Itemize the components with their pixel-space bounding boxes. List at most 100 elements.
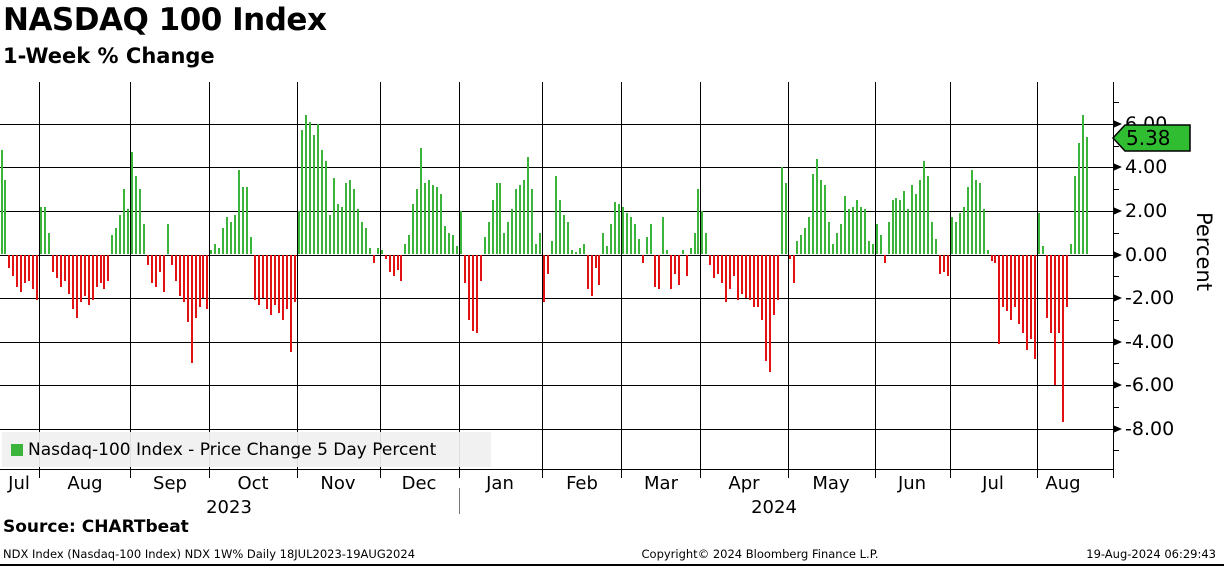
x-axis-month-label: May (812, 473, 850, 494)
y-axis-title: Percent (1192, 212, 1216, 292)
legend-swatch-icon (11, 443, 23, 456)
data-bar (939, 255, 941, 274)
x-axis-month-label: Jul (982, 473, 1004, 494)
gridline-vertical-month (875, 82, 876, 470)
data-bar (56, 255, 58, 278)
year-separator (459, 488, 460, 514)
data-bar (618, 204, 620, 254)
data-bar (476, 255, 478, 333)
data-bar (428, 180, 430, 254)
data-bar (28, 255, 30, 281)
gridline-horizontal (0, 298, 1113, 299)
data-bar (496, 183, 498, 254)
data-bar (987, 250, 989, 254)
data-bar (385, 255, 387, 259)
data-bar (591, 255, 593, 296)
y-axis-tick-arrow-icon (1113, 381, 1122, 389)
gridline-vertical-month (459, 82, 460, 470)
legend[interactable]: Nasdaq-100 Index - Price Change 5 Day Pe… (2, 432, 491, 467)
data-bar (531, 189, 533, 254)
data-bar (206, 255, 208, 309)
data-bar (123, 189, 125, 254)
data-bar (983, 209, 985, 254)
data-bar (828, 222, 830, 254)
y-axis-minor-tick (1113, 189, 1119, 190)
data-bar (92, 255, 94, 300)
data-bar (480, 255, 482, 281)
data-bar (424, 183, 426, 254)
x-axis-month-label: Mar (644, 473, 678, 494)
data-bar (662, 217, 664, 254)
data-bar (884, 255, 886, 263)
x-axis-tick (788, 470, 789, 478)
gridline-vertical-month (542, 82, 543, 470)
data-bar (345, 183, 347, 254)
data-bar (713, 255, 715, 278)
data-bar (1082, 115, 1084, 254)
x-axis-month-label: Jan (486, 473, 514, 494)
last-value-text: 5.38 (1126, 126, 1171, 150)
data-bar (420, 148, 422, 254)
data-bar (294, 255, 296, 302)
data-bar (705, 233, 707, 254)
data-bar (1050, 255, 1052, 333)
data-bar (460, 211, 462, 254)
data-bar (979, 183, 981, 254)
gridline-horizontal (0, 255, 1113, 256)
data-bar (1018, 255, 1020, 324)
data-bar (36, 255, 38, 300)
x-axis-tick (380, 470, 381, 478)
data-bar (270, 255, 272, 315)
y-axis-tick-label: 2.00 (1125, 200, 1168, 222)
data-bar (246, 187, 248, 254)
data-bar (115, 228, 117, 254)
data-bar (503, 233, 505, 254)
y-axis-minor-tick (1113, 450, 1119, 451)
data-bar (923, 161, 925, 254)
data-bar (947, 255, 949, 276)
data-bar (40, 207, 42, 254)
data-bar (1002, 255, 1004, 307)
gridline-vertical-month (380, 82, 381, 470)
x-axis-tick (700, 470, 701, 478)
data-bar (440, 194, 442, 254)
data-bar (741, 255, 743, 294)
data-bar (682, 250, 684, 254)
x-axis-tick (1037, 470, 1038, 478)
data-bar (721, 255, 723, 283)
x-axis-tick (542, 470, 543, 478)
data-bar (753, 255, 755, 307)
data-bar (836, 233, 838, 254)
data-bar (527, 157, 529, 254)
data-bar (634, 224, 636, 254)
data-bar (100, 255, 102, 283)
data-bar (393, 255, 395, 276)
data-bar (666, 250, 668, 254)
data-bar (674, 255, 676, 274)
data-bar (895, 198, 897, 254)
data-bar (777, 255, 779, 300)
x-axis-tick (39, 470, 40, 478)
data-bar (899, 200, 901, 254)
x-axis-month-label: Feb (566, 473, 598, 494)
data-bar (1038, 213, 1040, 254)
x-axis-month-label: Aug (1045, 473, 1081, 494)
data-bar (583, 244, 585, 254)
data-bar (381, 250, 383, 254)
data-bar (773, 255, 775, 315)
data-bar (195, 255, 197, 318)
data-bar (757, 255, 759, 307)
data-bar (535, 244, 537, 254)
data-bar (329, 215, 331, 254)
data-bar (701, 211, 703, 254)
data-bar (523, 180, 525, 254)
data-bar (967, 187, 969, 254)
data-bar (222, 228, 224, 254)
data-bar (579, 248, 581, 254)
x-axis-tick (130, 470, 131, 478)
data-bar (595, 255, 597, 268)
y-axis-tick-arrow-icon (1113, 120, 1122, 128)
data-bar (563, 215, 565, 254)
gridline-horizontal (0, 385, 1113, 386)
x-axis-year-label: 2023 (206, 497, 252, 518)
